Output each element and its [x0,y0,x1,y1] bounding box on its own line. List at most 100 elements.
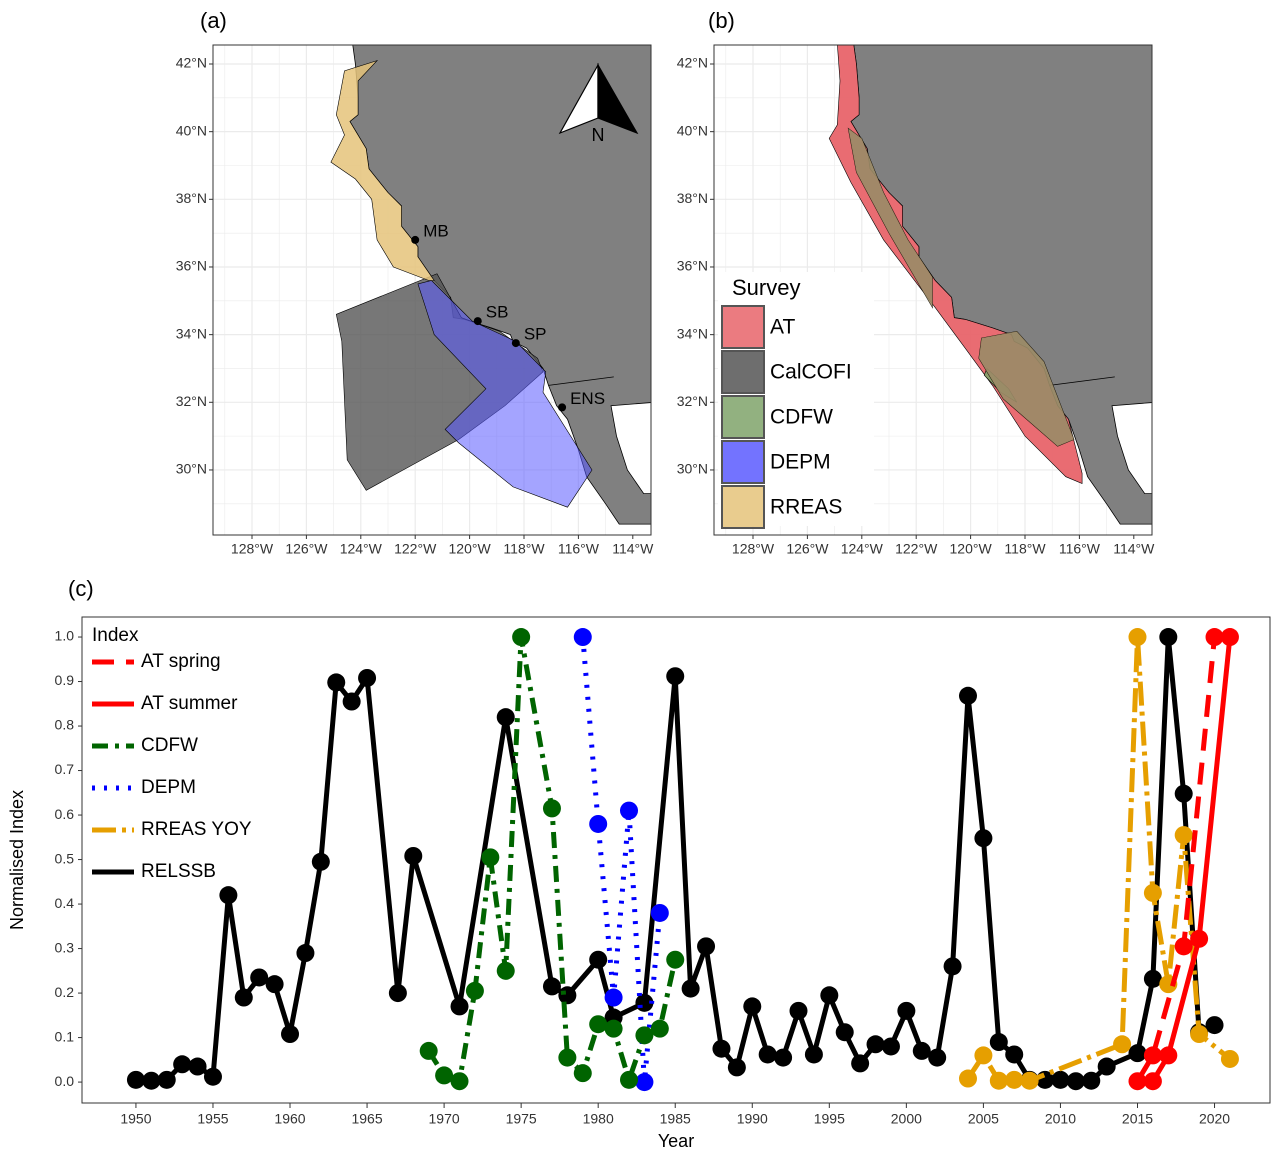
data-point [542,977,561,996]
data-point [435,1066,454,1085]
data-point [188,1057,207,1076]
series-line [426,636,678,1089]
x-tick-label: 1990 [737,1111,768,1127]
map-layers [828,45,1152,525]
x-tick-label: 1975 [506,1111,537,1127]
north-label: N [592,125,605,145]
data-point [1113,1035,1132,1054]
data-point [866,1035,885,1054]
data-point [727,1058,746,1077]
place-label: SP [524,325,547,344]
x-tick-label: 2010 [1045,1111,1076,1127]
legend-label: RREAS YOY [141,819,252,840]
legend-key [721,485,765,529]
data-point [650,903,669,922]
legend-label: RREAS [770,496,842,519]
lat-label: 40°N [176,122,207,138]
y-axis-label: Normalised Index [7,790,27,930]
x-tick-label: 2005 [968,1111,999,1127]
data-point [912,1041,931,1060]
lat-label: 30°N [677,461,708,477]
lon-label: 116°W [1059,541,1101,557]
lon-label: 114°W [612,541,654,557]
data-point [450,1072,469,1091]
legend-key [721,350,765,394]
data-point [419,1041,438,1060]
survey-rreas [330,59,435,281]
data-point [1082,1071,1101,1090]
data-point [666,950,685,969]
legend-label: CDFW [770,406,833,429]
data-point [851,1054,870,1073]
legend-label: DEPM [770,451,831,474]
data-point [157,1070,176,1089]
data-point [1005,1070,1024,1089]
data-point [1143,969,1162,988]
place-dot [473,317,482,326]
y-tick-label: 0.8 [55,717,75,733]
y-tick-label: 0.2 [55,984,75,1000]
data-point [835,1023,854,1042]
lon-label: 118°W [503,541,545,557]
data-point [250,968,269,987]
data-point [1220,1049,1239,1068]
data-point [296,944,315,963]
data-point [974,829,993,848]
data-point [650,1019,669,1038]
lon-label: 124°W [340,541,383,557]
data-point [1005,1045,1024,1064]
data-point [881,1037,900,1056]
border [1049,376,1115,386]
legend-key [721,395,765,439]
data-point [758,1045,777,1064]
legend-label: CDFW [141,735,198,756]
data-point [989,1033,1008,1052]
lon-label: 128°W [231,541,274,557]
x-tick-label: 1970 [429,1111,460,1127]
x-tick-label: 1950 [120,1111,151,1127]
data-point [1143,883,1162,902]
data-point [327,673,346,692]
y-tick-label: 0.7 [55,761,75,777]
data-point [203,1067,222,1086]
data-point [604,988,623,1007]
lon-label: 114°W [1113,541,1155,557]
data-point [620,801,639,820]
data-point [265,975,284,994]
data-point [1128,1044,1147,1063]
data-point [1159,1046,1178,1065]
data-point [897,1001,916,1020]
place-dot [411,235,420,244]
data-point [774,1048,793,1067]
data-point [989,1071,1008,1090]
legend-title: Index [92,625,139,646]
survey-rreas [978,331,1074,447]
map-frame [212,44,652,536]
data-point [1128,628,1147,647]
data-point [219,886,238,905]
lat-label: 32°N [176,393,207,409]
lat-label: 42°N [677,55,708,71]
lat-label: 36°N [176,258,207,274]
data-point [496,961,515,980]
data-point [604,1019,623,1038]
place-label: ENS [570,389,605,408]
data-point [126,1070,145,1089]
data-point [388,984,407,1003]
data-point [1020,1071,1039,1090]
lat-label: 36°N [677,258,708,274]
legend-label: RELSSB [141,861,216,882]
data-point [958,1069,977,1088]
lon-label: 120°W [950,541,993,557]
x-tick-label: 2020 [1199,1111,1230,1127]
data-point [804,1045,823,1064]
legend-key [721,440,765,484]
data-point [589,814,608,833]
legend-label: AT spring [141,651,221,672]
y-tick-label: 1.0 [55,628,75,644]
x-tick-label: 2000 [891,1111,922,1127]
data-point [450,997,469,1016]
x-tick-label: 1960 [274,1111,305,1127]
legend-label: AT summer [141,693,238,714]
